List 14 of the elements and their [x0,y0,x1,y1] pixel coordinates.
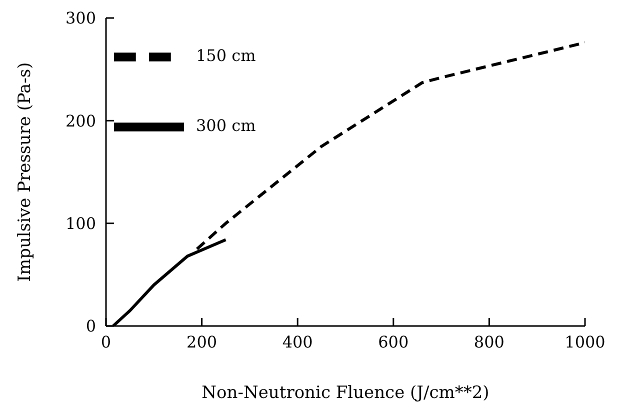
y-tick-label: 0 [86,316,96,336]
x-tick-label: 800 [474,332,504,352]
x-tick-label: 600 [378,332,409,352]
y-tick-label: 300 [65,8,96,28]
legend-label: 300 cm [196,116,256,136]
legend-label: 150 cm [196,46,256,66]
x-tick-label: 0 [100,332,112,352]
x-tick-label: 1000 [564,332,606,352]
y-tick-label: 200 [65,111,96,130]
x-tick-label: 400 [282,332,313,352]
y-axis-title: Impulsive Pressure (Pa-s) [15,62,36,282]
x-axis-title: Non-Neutronic Fluence (J/cm**2) [202,383,490,403]
y-tick-label: 100 [65,214,96,234]
x-tick-label: 200 [186,332,218,352]
